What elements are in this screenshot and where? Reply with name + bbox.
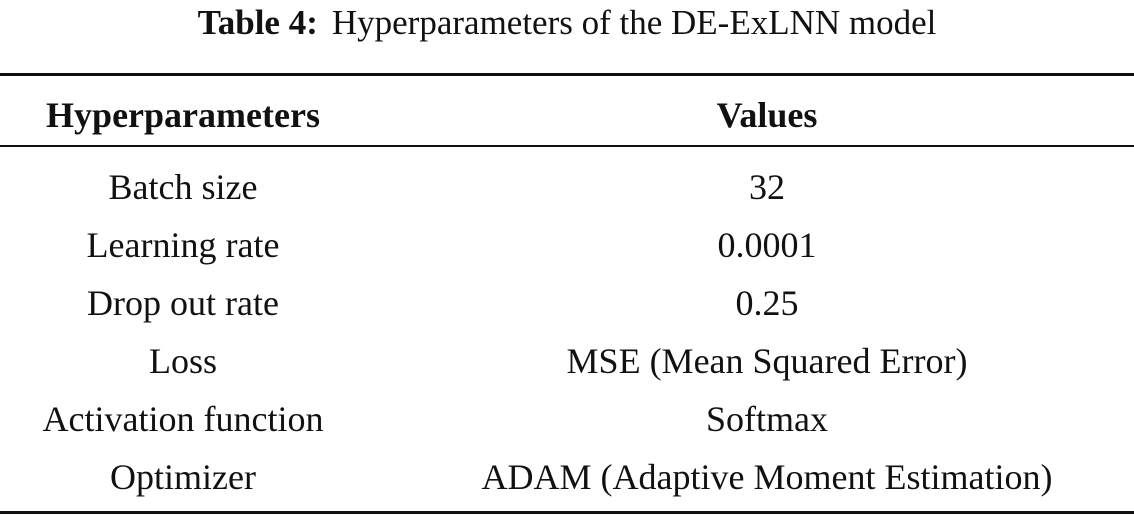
table-header-row: Hyperparameters Values bbox=[0, 86, 1134, 144]
row-hyperparameter: Optimizer bbox=[110, 457, 256, 497]
row-value: 32 bbox=[749, 167, 785, 207]
table-row: Batch size 32 bbox=[0, 158, 1134, 216]
table-row: Activation function Softmax bbox=[0, 390, 1134, 448]
table-caption-text: Hyperparameters of the DE-ExLNN model bbox=[331, 3, 937, 42]
row-value: 0.0001 bbox=[717, 225, 817, 265]
row-hyperparameter: Loss bbox=[148, 341, 217, 381]
table-row: Drop out rate 0.25 bbox=[0, 274, 1134, 332]
row-hyperparameter: Batch size bbox=[108, 167, 258, 207]
table-row: Optimizer ADAM (Adaptive Moment Estimati… bbox=[0, 448, 1134, 506]
table-top-rule bbox=[0, 73, 1134, 76]
row-hyperparameter: Activation function bbox=[42, 399, 324, 439]
table-row: Learning rate 0.0001 bbox=[0, 216, 1134, 274]
header-hyperparameters: Hyperparameters bbox=[46, 95, 320, 135]
table-header-rule bbox=[0, 145, 1134, 147]
row-value: Softmax bbox=[706, 399, 828, 439]
row-value: 0.25 bbox=[735, 283, 799, 323]
table-row: Loss MSE (Mean Squared Error) bbox=[0, 332, 1134, 390]
row-value: ADAM (Adaptive Moment Estimation) bbox=[481, 457, 1053, 497]
header-values: Values bbox=[716, 95, 818, 135]
row-value: MSE (Mean Squared Error) bbox=[566, 341, 968, 381]
table-caption-label: Table 4: bbox=[197, 3, 318, 42]
row-hyperparameter: Learning rate bbox=[86, 225, 280, 265]
table-caption: Table 4: Hyperparameters of the DE-ExLNN … bbox=[0, 0, 1134, 46]
row-hyperparameter: Drop out rate bbox=[87, 283, 279, 323]
table-bottom-rule bbox=[0, 511, 1134, 514]
